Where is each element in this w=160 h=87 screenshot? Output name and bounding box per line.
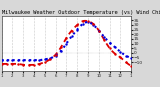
Text: Milwaukee Weather Outdoor Temperature (vs) Wind Chill (Last 24 Hours): Milwaukee Weather Outdoor Temperature (v… [2, 10, 160, 15]
